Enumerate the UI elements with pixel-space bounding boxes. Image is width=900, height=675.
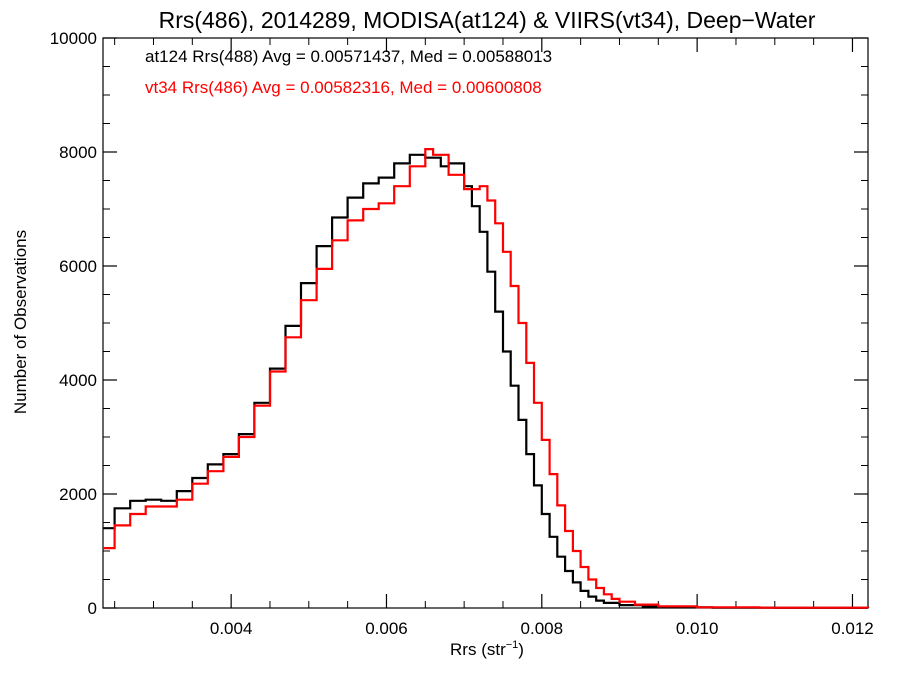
y-tick-label: 2000: [59, 485, 97, 504]
legend-entry-at124: at124 Rrs(488) Avg = 0.00571437, Med = 0…: [145, 47, 552, 66]
x-axis-label: Rrs (str−1): [450, 639, 524, 659]
x-axis-label-main: Rrs (str: [450, 640, 506, 659]
plot-frame: [102, 37, 869, 609]
series-line-vt34: [103, 148, 870, 609]
x-tick-label: 0.006: [365, 619, 408, 638]
x-tick-label: 0.008: [521, 619, 564, 638]
legend-entry-vt34: vt34 Rrs(486) Avg = 0.00582316, Med = 0.…: [145, 78, 542, 97]
y-tick-label: 6000: [59, 257, 97, 276]
y-tick-label: 4000: [59, 371, 97, 390]
x-tick-label: 0.010: [676, 619, 719, 638]
y-axis-label: Number of Observations: [11, 230, 30, 414]
y-axis: 0 2000 4000 6000 8000 10000: [50, 29, 868, 618]
x-axis-label-close: ): [518, 640, 524, 659]
series-layer: [103, 148, 870, 609]
x-axis: 0.004 0.006 0.008 0.010 0.012: [114, 38, 874, 638]
plot-border: [102, 37, 869, 609]
y-tick-label: 8000: [59, 143, 97, 162]
x-axis-label-superscript: −1: [506, 639, 519, 651]
y-tick-label: 0: [88, 599, 97, 618]
x-tick-label: 0.012: [831, 619, 874, 638]
chart-title: Rrs(486), 2014289, MODISA(at124) & VIIRS…: [159, 7, 816, 33]
series-line-at124: [103, 153, 870, 609]
x-tick-label: 0.004: [210, 619, 253, 638]
y-tick-label: 10000: [50, 29, 97, 48]
